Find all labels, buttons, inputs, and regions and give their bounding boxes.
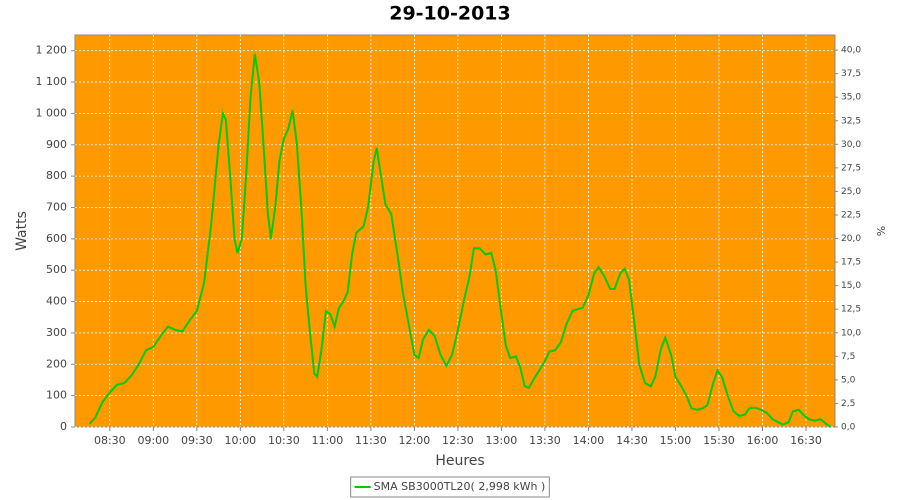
y-axis-label: Watts [14, 211, 30, 251]
y2-axis-label: % [875, 226, 888, 236]
y-tick-label: 800 [46, 169, 67, 182]
x-tick-label: 10:30 [268, 434, 300, 447]
y-tick-label: 700 [46, 200, 67, 213]
x-axis-label: Heures [435, 453, 484, 469]
y2-tick-label: 27,5 [841, 163, 861, 173]
plot-area [74, 34, 836, 428]
y2-tick-label: 12,5 [841, 305, 861, 315]
x-tick-label: 16:00 [747, 434, 779, 447]
chart-title: 29-10-2013 [389, 3, 511, 25]
x-tick-label: 14:00 [573, 434, 605, 447]
y-tick-label: 600 [46, 232, 67, 245]
y2-tick-label: 20,0 [841, 234, 861, 244]
y2-tick-label: 0,0 [841, 423, 856, 433]
x-tick-label: 11:30 [355, 434, 387, 447]
y2-tick-label: 40,0 [841, 46, 861, 56]
y-tick-label: 100 [46, 389, 67, 402]
y2-tick-label: 2,5 [841, 399, 855, 409]
y2-tick-label: 22,5 [841, 210, 861, 220]
y2-tick-label: 35,0 [841, 93, 861, 103]
x-tick-label: 09:00 [137, 434, 169, 447]
x-tick-label: 13:00 [486, 434, 518, 447]
x-tick-label: 13:30 [529, 434, 561, 447]
y2-tick-label: 37,5 [841, 69, 861, 79]
y-tick-label: 500 [46, 263, 67, 276]
y2-tick-label: 17,5 [841, 258, 861, 268]
x-tick-label: 14:30 [616, 434, 648, 447]
y2-tick-label: 5,0 [841, 375, 856, 385]
y-tick-label: 1 200 [36, 44, 68, 57]
y2-tick-label: 25,0 [841, 187, 861, 197]
y-tick-label: 1 100 [36, 75, 68, 88]
x-tick-label: 16:30 [790, 434, 822, 447]
y2-tick-label: 30,0 [841, 140, 861, 150]
x-tick-label: 15:00 [660, 434, 692, 447]
y2-tick-label: 15,0 [841, 281, 861, 291]
y-tick-label: 300 [46, 326, 67, 339]
y-tick-label: 1 000 [36, 106, 68, 119]
x-tick-label: 12:30 [442, 434, 474, 447]
x-tick-label: 12:00 [399, 434, 431, 447]
y-tick-label: 200 [46, 357, 67, 370]
y-tick-label: 0 [60, 420, 67, 433]
y2-tick-label: 10,0 [841, 328, 861, 338]
legend-label: SMA SB3000TL20( 2,998 kWh ) [374, 480, 546, 493]
series-line [88, 53, 832, 428]
y-tick-label: 400 [46, 295, 67, 308]
y-tick-label: 900 [46, 138, 67, 151]
y2-tick-label: 32,5 [841, 116, 861, 126]
x-tick-label: 10:00 [224, 434, 256, 447]
x-tick-label: 11:00 [312, 434, 344, 447]
x-tick-label: 15:30 [703, 434, 735, 447]
legend-box [350, 476, 550, 498]
y2-tick-label: 7,5 [841, 352, 855, 362]
x-tick-label: 08:30 [94, 434, 126, 447]
x-tick-label: 09:30 [181, 434, 213, 447]
